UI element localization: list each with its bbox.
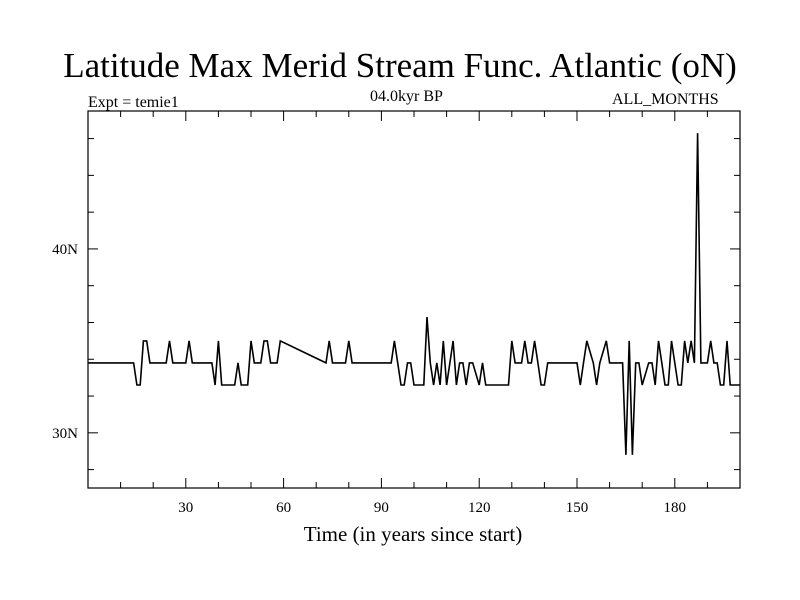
x-tick-label: 30	[178, 500, 193, 516]
period-label: 04.0kyr BP	[370, 88, 443, 105]
x-tick-label: 120	[468, 500, 491, 516]
x-axis-label: Time (in years since start)	[304, 522, 523, 546]
experiment-label: Expt = temie1	[88, 94, 179, 111]
x-tick-label: 180	[664, 500, 687, 516]
y-tick-label: 30N	[52, 426, 78, 442]
chart-title: Latitude Max Merid Stream Func. Atlantic…	[63, 46, 737, 85]
x-tick-label: 60	[276, 500, 291, 516]
x-tick-label: 150	[566, 500, 589, 516]
months-label: ALL_MONTHS	[612, 91, 719, 108]
y-tick-label: 40N	[52, 242, 78, 258]
x-tick-label: 90	[374, 500, 389, 516]
series-line	[88, 133, 740, 455]
y-tick-labels: 30N 40N	[52, 242, 78, 442]
tick-marks	[88, 111, 740, 488]
x-tick-labels: 30 60 90 120 150 180	[178, 500, 686, 516]
plot-frame	[87, 110, 741, 489]
